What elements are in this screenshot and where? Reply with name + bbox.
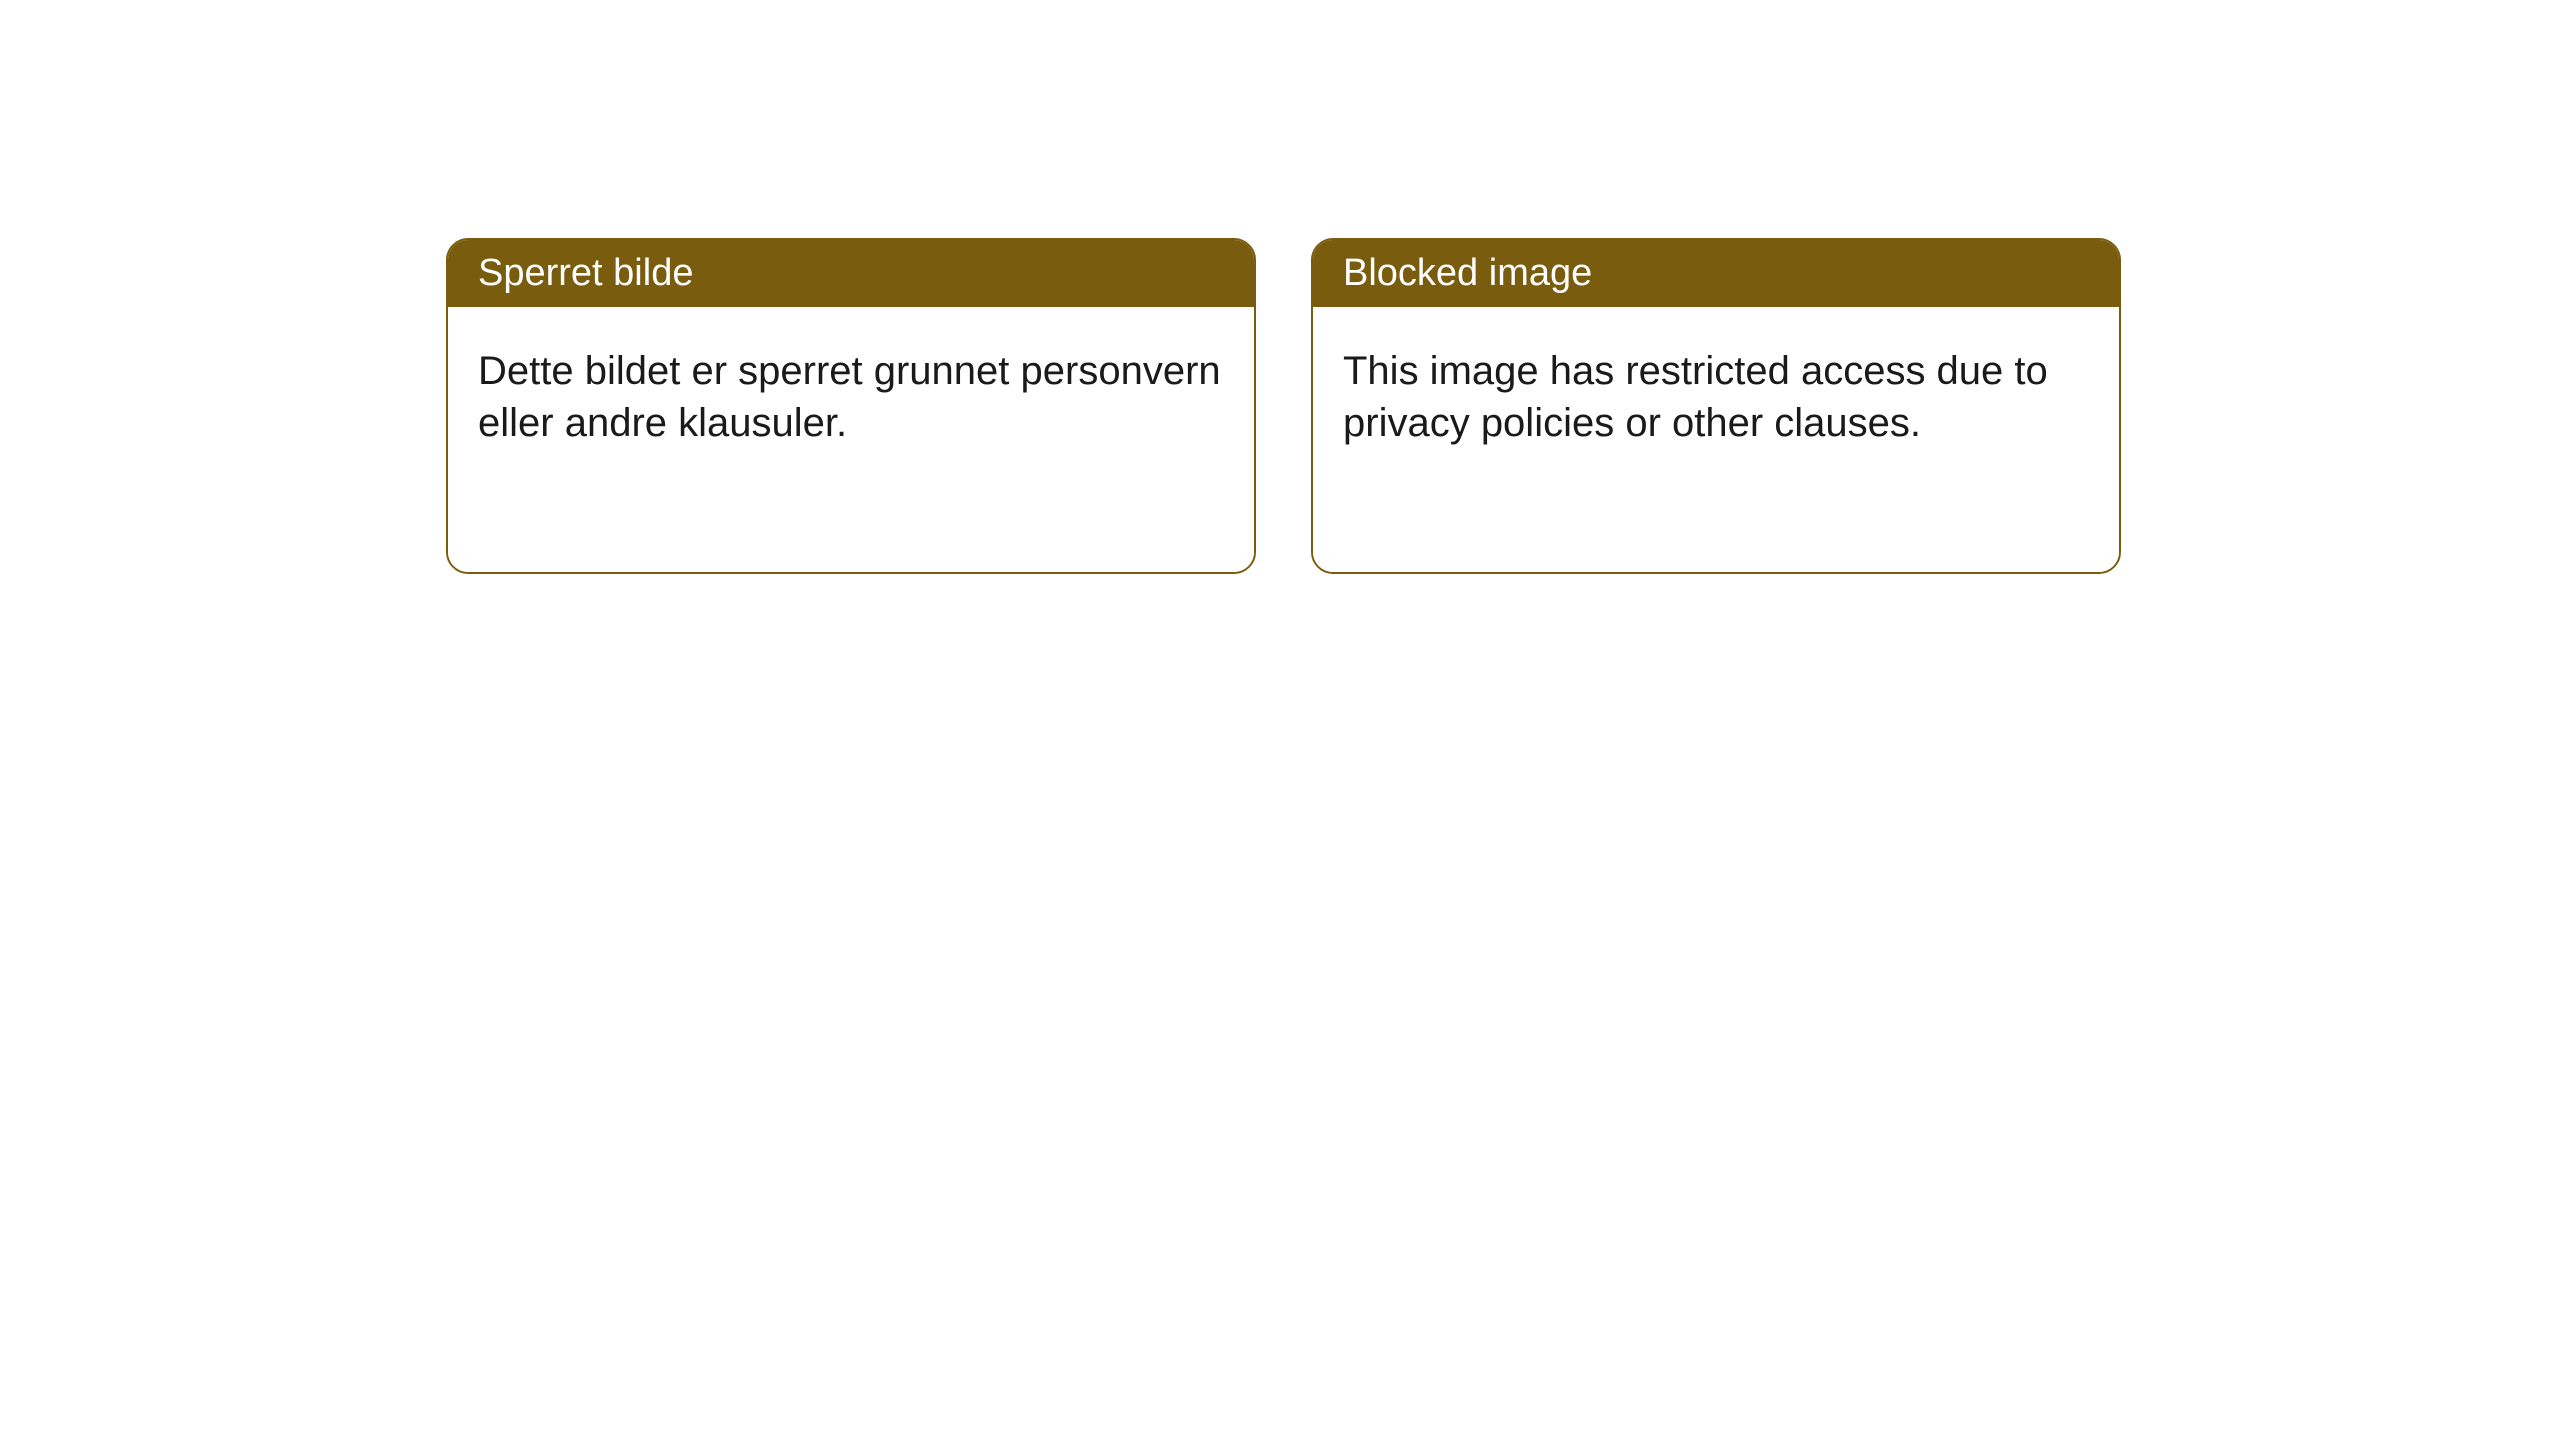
notice-body-norwegian: Dette bildet er sperret grunnet personve… — [448, 307, 1254, 572]
notice-title-english: Blocked image — [1343, 252, 1592, 294]
notice-text-english: This image has restricted access due to … — [1343, 349, 2048, 445]
notice-text-norwegian: Dette bildet er sperret grunnet personve… — [478, 349, 1221, 445]
notice-container: Sperret bilde Dette bildet er sperret gr… — [446, 238, 2121, 574]
notice-header-english: Blocked image — [1313, 240, 2119, 307]
notice-box-english: Blocked image This image has restricted … — [1311, 238, 2121, 574]
notice-title-norwegian: Sperret bilde — [478, 252, 693, 294]
notice-header-norwegian: Sperret bilde — [448, 240, 1254, 307]
notice-box-norwegian: Sperret bilde Dette bildet er sperret gr… — [446, 238, 1256, 574]
notice-body-english: This image has restricted access due to … — [1313, 307, 2119, 572]
